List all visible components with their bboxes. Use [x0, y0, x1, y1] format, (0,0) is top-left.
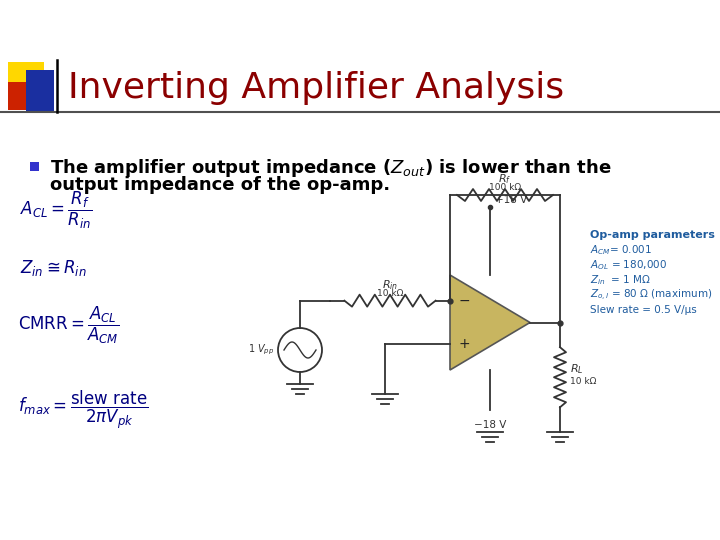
Text: $Z_{in} \cong R_{in}$: $Z_{in} \cong R_{in}$ — [20, 258, 86, 278]
Text: Inverting Amplifier Analysis: Inverting Amplifier Analysis — [68, 71, 564, 105]
Text: Op-amp parameters: Op-amp parameters — [590, 230, 715, 240]
Text: $R_{in}$: $R_{in}$ — [382, 278, 398, 292]
Text: $\mathrm{CMRR} = \dfrac{A_{CL}}{A_{CM}}$: $\mathrm{CMRR} = \dfrac{A_{CL}}{A_{CM}}$ — [18, 305, 120, 346]
Text: $Z_{in}$  = 1 MΩ: $Z_{in}$ = 1 MΩ — [590, 273, 651, 287]
Bar — [8, 82, 44, 110]
Text: $A_{CM}$= 0.001: $A_{CM}$= 0.001 — [590, 243, 652, 257]
Text: $A_{OL}$ = 180,000: $A_{OL}$ = 180,000 — [590, 258, 667, 272]
Text: $R_L$: $R_L$ — [570, 362, 584, 376]
Text: +: + — [458, 338, 470, 352]
Text: 10 kΩ: 10 kΩ — [377, 289, 403, 298]
Bar — [30, 162, 39, 171]
Text: $A_{CL} = \dfrac{R_f}{R_{in}}$: $A_{CL} = \dfrac{R_f}{R_{in}}$ — [20, 190, 92, 231]
Text: Slew rate = 0.5 V/μs: Slew rate = 0.5 V/μs — [590, 305, 697, 315]
Bar — [26, 70, 54, 112]
Text: $Z_{o,l}$ = 80 Ω (maximum): $Z_{o,l}$ = 80 Ω (maximum) — [590, 287, 712, 302]
Text: $R_f$: $R_f$ — [498, 172, 512, 186]
Polygon shape — [450, 275, 530, 370]
Text: +18 V: +18 V — [495, 195, 527, 205]
Text: output impedance of the op-amp.: output impedance of the op-amp. — [50, 176, 390, 194]
Text: The amplifier output impedance ($Z_{out}$) is lower than the: The amplifier output impedance ($Z_{out}… — [50, 157, 612, 179]
Text: −18 V: −18 V — [474, 420, 506, 430]
Text: 10 kΩ: 10 kΩ — [570, 377, 596, 386]
Text: 100 kΩ: 100 kΩ — [489, 184, 521, 192]
Text: −: − — [458, 294, 470, 308]
Text: $f_{max} = \dfrac{\mathrm{slew\ rate}}{2\pi V_{pk}}$: $f_{max} = \dfrac{\mathrm{slew\ rate}}{2… — [18, 389, 148, 431]
Bar — [8, 62, 44, 98]
Text: 1 $V_{pp}$: 1 $V_{pp}$ — [248, 343, 274, 357]
